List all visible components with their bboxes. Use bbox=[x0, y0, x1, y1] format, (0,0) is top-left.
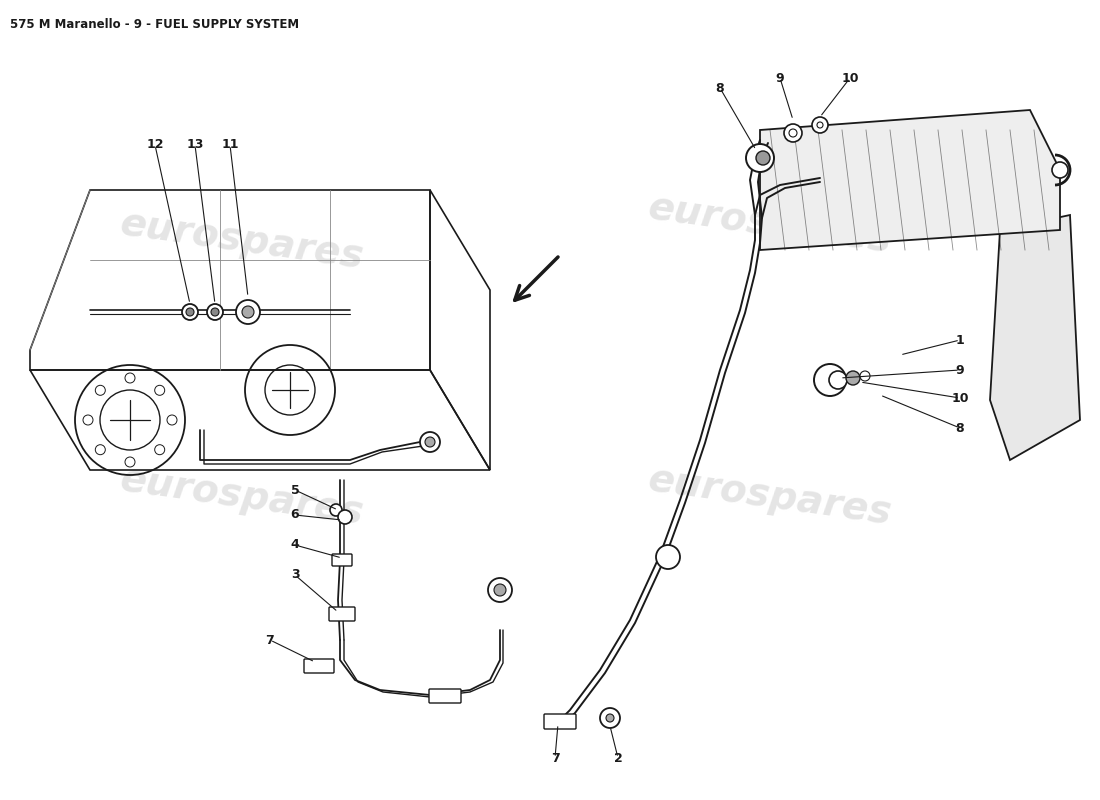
Text: 13: 13 bbox=[186, 138, 204, 151]
Text: 6: 6 bbox=[290, 509, 299, 522]
Circle shape bbox=[242, 306, 254, 318]
Circle shape bbox=[814, 364, 846, 396]
Text: 5: 5 bbox=[290, 483, 299, 497]
Text: 8: 8 bbox=[716, 82, 724, 94]
Circle shape bbox=[420, 432, 440, 452]
FancyBboxPatch shape bbox=[304, 659, 334, 673]
Circle shape bbox=[846, 371, 860, 385]
Circle shape bbox=[860, 371, 870, 381]
Circle shape bbox=[207, 304, 223, 320]
Text: 3: 3 bbox=[290, 569, 299, 582]
FancyBboxPatch shape bbox=[429, 689, 461, 703]
Circle shape bbox=[494, 584, 506, 596]
Text: 7: 7 bbox=[265, 634, 274, 646]
Text: 8: 8 bbox=[956, 422, 965, 434]
Circle shape bbox=[812, 117, 828, 133]
Circle shape bbox=[338, 510, 352, 524]
Circle shape bbox=[182, 304, 198, 320]
Circle shape bbox=[606, 714, 614, 722]
Polygon shape bbox=[990, 215, 1080, 460]
Text: 575 M Maranello - 9 - FUEL SUPPLY SYSTEM: 575 M Maranello - 9 - FUEL SUPPLY SYSTEM bbox=[10, 18, 299, 31]
Circle shape bbox=[236, 300, 260, 324]
Text: 10: 10 bbox=[842, 71, 859, 85]
Text: 10: 10 bbox=[952, 391, 969, 405]
Text: 9: 9 bbox=[776, 71, 784, 85]
FancyBboxPatch shape bbox=[332, 554, 352, 566]
Circle shape bbox=[186, 308, 194, 316]
Text: 4: 4 bbox=[290, 538, 299, 551]
FancyBboxPatch shape bbox=[544, 714, 576, 729]
Text: 7: 7 bbox=[551, 751, 560, 765]
Polygon shape bbox=[760, 110, 1060, 250]
Text: eurospares: eurospares bbox=[118, 204, 366, 276]
Text: eurospares: eurospares bbox=[646, 188, 894, 260]
Text: 2: 2 bbox=[614, 751, 623, 765]
Text: 11: 11 bbox=[221, 138, 239, 151]
Circle shape bbox=[488, 578, 512, 602]
Circle shape bbox=[829, 371, 847, 389]
Circle shape bbox=[1052, 162, 1068, 178]
Text: 12: 12 bbox=[146, 138, 164, 151]
Text: 9: 9 bbox=[956, 363, 965, 377]
Circle shape bbox=[656, 545, 680, 569]
Text: eurospares: eurospares bbox=[118, 460, 366, 532]
Circle shape bbox=[600, 708, 620, 728]
Circle shape bbox=[211, 308, 219, 316]
Circle shape bbox=[784, 124, 802, 142]
Circle shape bbox=[756, 151, 770, 165]
Circle shape bbox=[330, 504, 342, 516]
Circle shape bbox=[746, 144, 774, 172]
Text: eurospares: eurospares bbox=[646, 460, 894, 532]
FancyBboxPatch shape bbox=[329, 607, 355, 621]
Circle shape bbox=[425, 437, 435, 447]
Text: 1: 1 bbox=[956, 334, 965, 346]
